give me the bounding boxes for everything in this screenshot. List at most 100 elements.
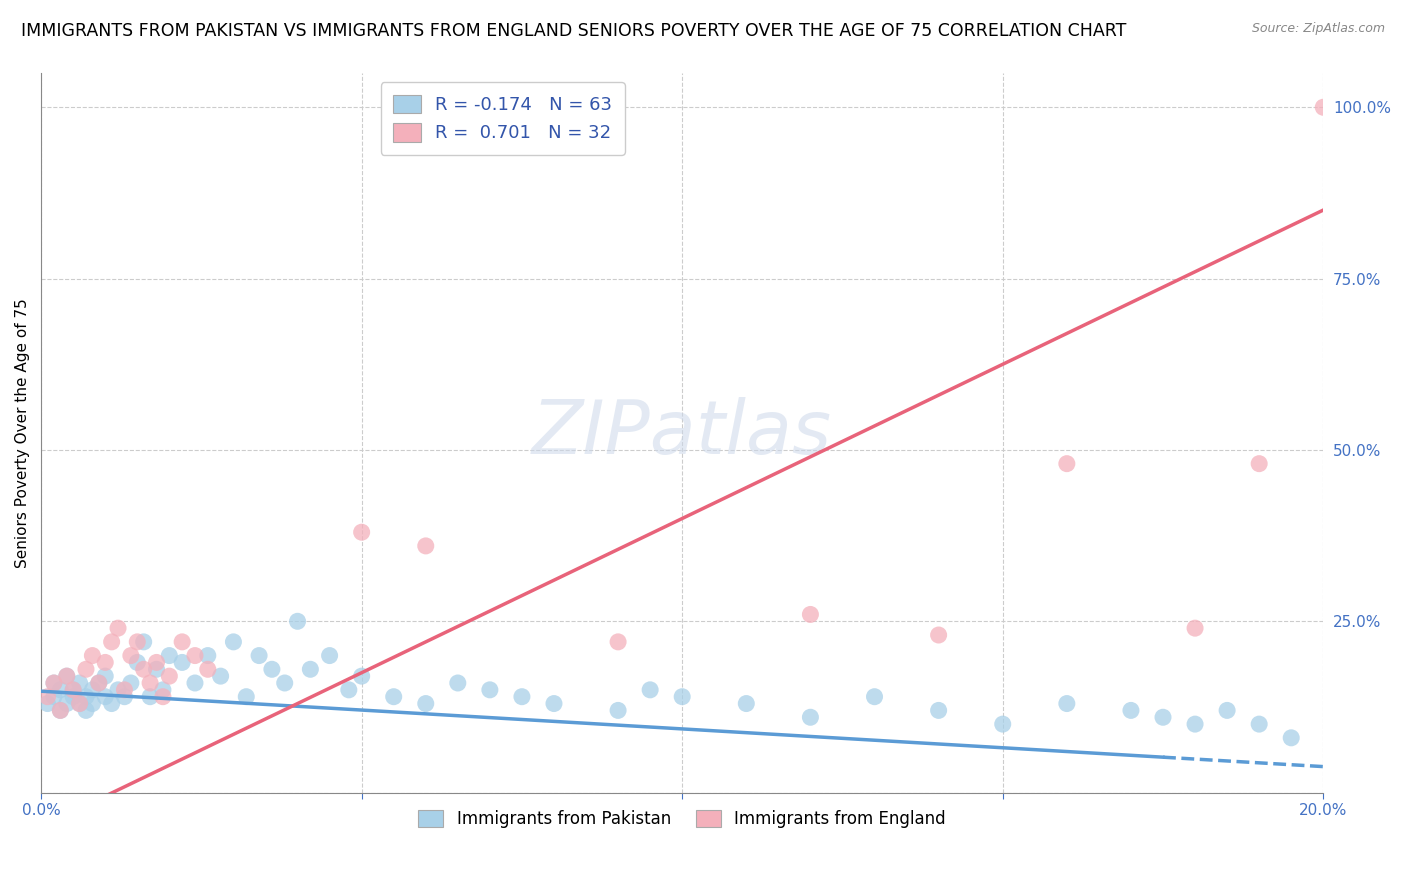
Point bbox=[94, 669, 117, 683]
Point bbox=[62, 690, 84, 704]
Point bbox=[607, 635, 630, 649]
Point bbox=[127, 656, 149, 670]
Point bbox=[235, 690, 257, 704]
Point bbox=[299, 662, 322, 676]
Point bbox=[197, 648, 219, 663]
Point bbox=[1056, 697, 1078, 711]
Point bbox=[75, 703, 97, 717]
Point bbox=[82, 648, 104, 663]
Point bbox=[94, 690, 117, 704]
Point bbox=[510, 690, 533, 704]
Point bbox=[87, 676, 110, 690]
Y-axis label: Seniors Poverty Over the Age of 75: Seniors Poverty Over the Age of 75 bbox=[15, 298, 30, 567]
Point bbox=[37, 697, 59, 711]
Point bbox=[478, 682, 501, 697]
Point bbox=[337, 682, 360, 697]
Point bbox=[991, 717, 1014, 731]
Point bbox=[1249, 457, 1271, 471]
Point bbox=[1184, 717, 1206, 731]
Point bbox=[415, 539, 437, 553]
Point bbox=[543, 697, 565, 711]
Point bbox=[62, 682, 84, 697]
Point bbox=[120, 648, 142, 663]
Point bbox=[62, 682, 84, 697]
Point bbox=[318, 648, 340, 663]
Point bbox=[863, 690, 886, 704]
Point bbox=[87, 676, 110, 690]
Point bbox=[222, 635, 245, 649]
Point bbox=[350, 525, 373, 540]
Text: ZIPatlas: ZIPatlas bbox=[531, 397, 832, 469]
Point bbox=[197, 662, 219, 676]
Point bbox=[1056, 457, 1078, 471]
Point bbox=[209, 669, 232, 683]
Point bbox=[139, 676, 162, 690]
Point bbox=[120, 676, 142, 690]
Point bbox=[42, 676, 65, 690]
Point bbox=[94, 656, 117, 670]
Point bbox=[1152, 710, 1174, 724]
Point bbox=[607, 703, 630, 717]
Point bbox=[100, 635, 122, 649]
Point bbox=[107, 621, 129, 635]
Legend: Immigrants from Pakistan, Immigrants from England: Immigrants from Pakistan, Immigrants fro… bbox=[412, 803, 953, 835]
Point bbox=[49, 682, 72, 697]
Point bbox=[1216, 703, 1239, 717]
Point bbox=[69, 697, 91, 711]
Point bbox=[1119, 703, 1142, 717]
Point bbox=[671, 690, 693, 704]
Point bbox=[114, 690, 136, 704]
Point bbox=[152, 690, 174, 704]
Point bbox=[799, 607, 821, 622]
Point bbox=[55, 669, 77, 683]
Point bbox=[799, 710, 821, 724]
Point bbox=[127, 635, 149, 649]
Point bbox=[350, 669, 373, 683]
Point bbox=[928, 703, 950, 717]
Point bbox=[260, 662, 283, 676]
Point bbox=[287, 615, 309, 629]
Point bbox=[69, 676, 91, 690]
Text: IMMIGRANTS FROM PAKISTAN VS IMMIGRANTS FROM ENGLAND SENIORS POVERTY OVER THE AGE: IMMIGRANTS FROM PAKISTAN VS IMMIGRANTS F… bbox=[21, 22, 1126, 40]
Point bbox=[145, 662, 167, 676]
Point bbox=[100, 697, 122, 711]
Point bbox=[55, 669, 77, 683]
Point bbox=[49, 703, 72, 717]
Point bbox=[274, 676, 297, 690]
Point bbox=[139, 690, 162, 704]
Point bbox=[928, 628, 950, 642]
Point bbox=[114, 682, 136, 697]
Point bbox=[184, 648, 207, 663]
Point bbox=[735, 697, 758, 711]
Point bbox=[69, 697, 91, 711]
Point bbox=[55, 697, 77, 711]
Point bbox=[75, 690, 97, 704]
Point bbox=[247, 648, 270, 663]
Point bbox=[132, 662, 155, 676]
Point bbox=[172, 656, 194, 670]
Point bbox=[49, 703, 72, 717]
Point bbox=[42, 690, 65, 704]
Point bbox=[107, 682, 129, 697]
Point bbox=[172, 635, 194, 649]
Point bbox=[1184, 621, 1206, 635]
Point bbox=[42, 676, 65, 690]
Point bbox=[157, 669, 180, 683]
Point bbox=[382, 690, 405, 704]
Point bbox=[82, 697, 104, 711]
Text: Source: ZipAtlas.com: Source: ZipAtlas.com bbox=[1251, 22, 1385, 36]
Point bbox=[1312, 100, 1334, 114]
Point bbox=[638, 682, 661, 697]
Point bbox=[37, 690, 59, 704]
Point bbox=[1249, 717, 1271, 731]
Point bbox=[1279, 731, 1302, 745]
Point bbox=[152, 682, 174, 697]
Point bbox=[132, 635, 155, 649]
Point bbox=[447, 676, 470, 690]
Point bbox=[75, 662, 97, 676]
Point bbox=[184, 676, 207, 690]
Point bbox=[82, 682, 104, 697]
Point bbox=[415, 697, 437, 711]
Point bbox=[157, 648, 180, 663]
Point bbox=[145, 656, 167, 670]
